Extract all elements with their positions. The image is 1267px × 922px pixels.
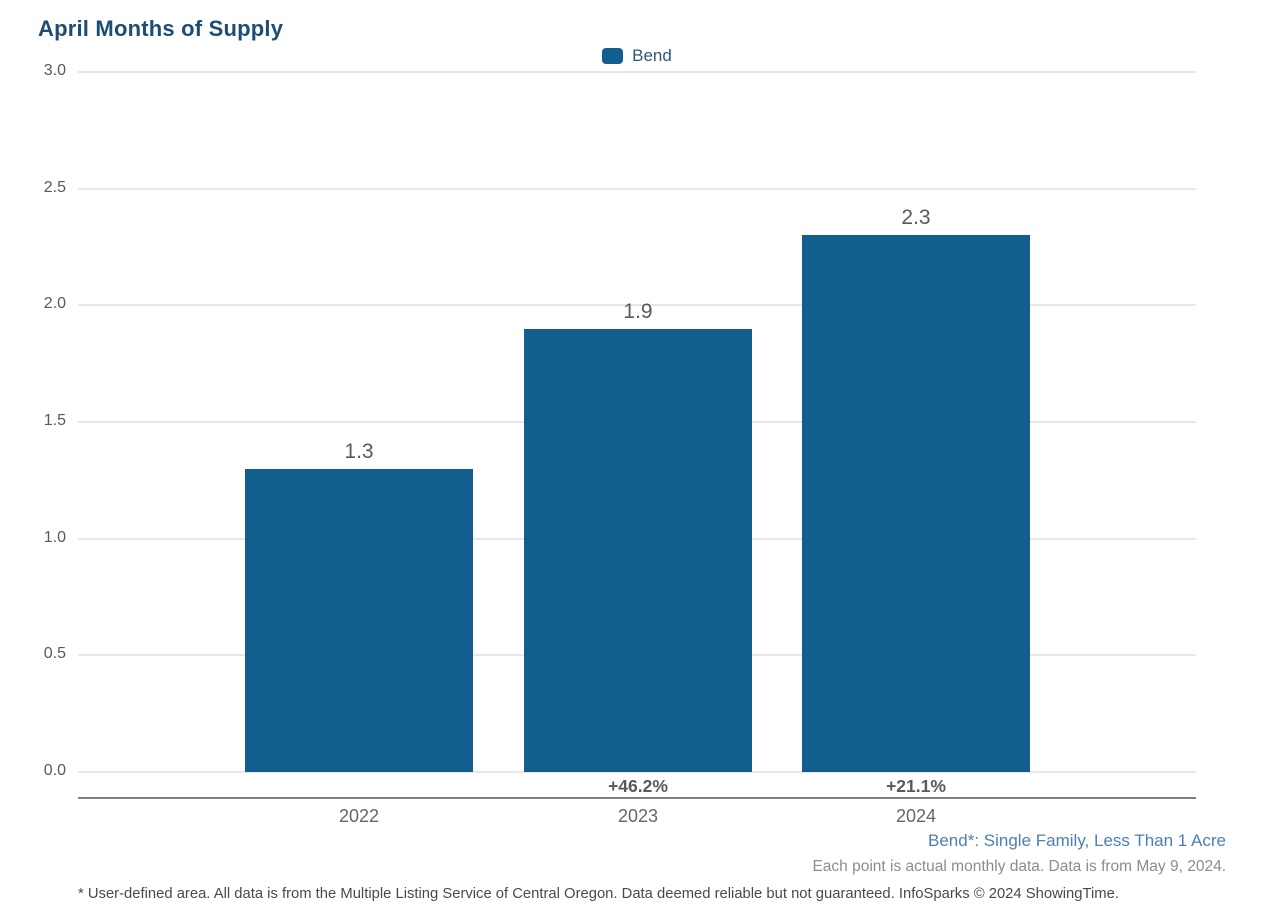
y-axis-tick-label: 2.0 [43, 295, 66, 313]
y-axis-tick-label: 1.0 [43, 528, 66, 546]
legend: Bend [78, 46, 1196, 66]
gridline-y-0.0 [78, 771, 1196, 773]
x-axis-tick-label-2023: 2023 [617, 806, 659, 826]
footnote-series-definition: Bend*: Single Family, Less Than 1 Acre [928, 831, 1226, 850]
y-axis-tick-label: 3.0 [43, 62, 66, 79]
bar-2022[interactable] [245, 469, 473, 772]
pct-change-label-2023: +46.2% [608, 776, 668, 796]
bar-value-label-2023: 1.9 [623, 300, 653, 323]
bar-2024[interactable] [802, 235, 1030, 772]
chart-title: April Months of Supply [38, 16, 284, 41]
y-axis-tick-label: 0.0 [43, 762, 66, 779]
y-axis-tick-label: 0.5 [43, 645, 66, 663]
bar-value-label-2024: 2.3 [901, 206, 931, 229]
bar-value-label-2022: 1.3 [344, 440, 374, 463]
legend-item-label: Bend [632, 46, 672, 65]
footnote-data-note: Each point is actual monthly data. Data … [812, 858, 1226, 875]
x-axis-line [78, 797, 1196, 799]
disclaimer-text: * User-defined area. All data is from th… [78, 886, 1119, 902]
x-axis-tick-label-2022: 2022 [338, 806, 380, 826]
y-axis-tick-label: 2.5 [43, 178, 66, 196]
gridline-y-2.0 [78, 304, 1196, 307]
legend-color-swatch [602, 48, 624, 64]
gridline-y-3.0 [78, 71, 1196, 73]
bar-2023[interactable] [524, 329, 752, 772]
legend-item-bend[interactable]: Bend [602, 46, 672, 66]
pct-change-label-2024: +21.1% [886, 776, 946, 796]
x-axis-tick-label-2024: 2024 [895, 806, 937, 826]
plot-area: 0.0 0.5 1.0 1.5 2.0 2.5 3.0 1.3 2022 1.9 +46.2% 202… [44, 62, 1196, 826]
gridline-y-2.5 [78, 187, 1196, 190]
y-axis-tick-label: 1.5 [43, 412, 66, 429]
